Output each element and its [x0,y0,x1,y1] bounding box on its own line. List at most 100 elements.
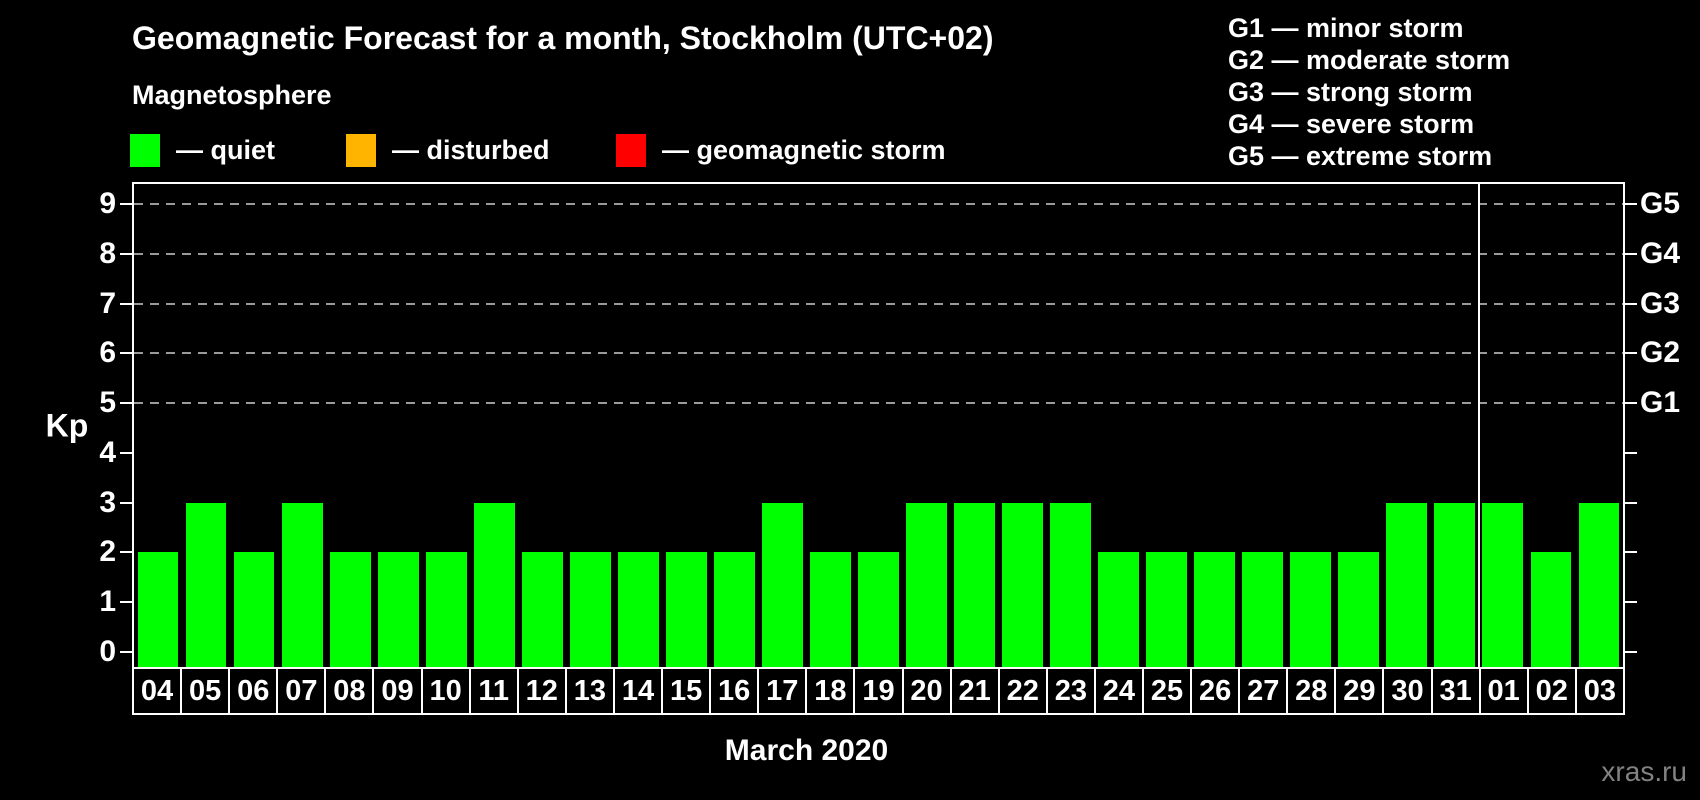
bar-day-13 [569,552,611,667]
bar-day-06 [233,552,275,667]
grid-line-kp8 [134,252,1623,255]
bar-day-12 [521,552,563,667]
g1-legend-line: G1 — minor storm [1228,13,1464,43]
bar-day-26 [1194,552,1236,667]
day-label-21: 21 [952,669,1000,713]
right-tick-kp4 [1625,451,1637,454]
left-tick-kp9 [120,202,132,205]
day-label-30: 30 [1384,669,1433,713]
bar-day-01 [1482,502,1524,667]
day-label-22: 22 [1000,669,1048,713]
g3-legend-line: G3 — strong storm [1228,77,1473,107]
day-label-31: 31 [1433,669,1481,713]
bar-day-07 [281,502,323,667]
bar-cell-day-04 [134,184,182,667]
bar-day-21 [954,502,995,667]
chart-title: Geomagnetic Forecast for a month, Stockh… [132,20,994,56]
bar-cell-day-14 [614,184,662,667]
day-label-28: 28 [1288,669,1337,713]
bar-cell-day-31 [1431,184,1479,667]
bar-day-29 [1338,552,1380,667]
y-tick-label-8: 8 [99,236,116,270]
day-label-20: 20 [904,669,952,713]
bar-day-27 [1242,552,1284,667]
day-label-18: 18 [807,669,856,713]
day-label-13: 13 [567,669,615,713]
bar-cell-day-23 [1047,184,1095,667]
day-label-14: 14 [615,669,664,713]
bar-cell-day-13 [566,184,614,667]
bar-cell-day-05 [182,184,230,667]
bar-day-05 [185,502,227,667]
y-tick-label-9: 9 [99,186,116,220]
day-label-02: 02 [1529,669,1577,713]
x-axis-title: March 2020 [724,734,889,767]
bar-cell-day-03 [1575,184,1623,667]
y-tick-label-7: 7 [99,286,116,320]
left-tick-kp7 [120,302,132,305]
g2-legend-line: G2 — moderate storm [1228,45,1511,75]
day-label-06: 06 [230,669,279,713]
y-tick-label-6: 6 [99,336,116,370]
y-tick-label-4: 4 [99,435,116,469]
grid-line-kp5 [134,402,1623,405]
day-label-24: 24 [1096,669,1144,713]
g4-legend-line: G4 — severe storm [1228,109,1475,139]
bar-cell-day-21 [951,184,999,667]
bar-day-16 [713,552,755,667]
day-label-09: 09 [374,669,423,713]
day-label-03: 03 [1583,674,1616,707]
day-label-16: 16 [711,669,760,713]
day-label-25: 25 [1144,669,1193,713]
legend-quiet-label: — quiet [176,134,275,165]
y-tick-label-1: 1 [99,585,116,619]
bar-cell-day-20 [903,184,951,667]
left-tick-kp1 [120,601,132,604]
left-tick-kp0 [120,651,132,654]
bar-day-20 [906,502,947,667]
day-label-05: 05 [182,669,231,713]
g-scale-legend: G1 — minor storm G2 — moderate storm G3 … [1228,12,1510,172]
bar-cell-day-11 [470,184,518,667]
bar-cell-day-10 [422,184,470,667]
g-level-label-g3: G3 [1640,286,1681,320]
day-label-07: 07 [278,669,327,713]
bar-day-24 [1098,552,1140,667]
bar-day-19 [858,552,899,667]
g-level-label-g2: G2 [1640,336,1681,370]
g-level-label-g1: G1 [1640,386,1681,420]
day-label-23: 23 [1048,669,1096,713]
left-tick-kp8 [120,252,132,255]
bar-day-08 [329,552,371,667]
bar-cell-day-28 [1287,184,1335,667]
plot-area: 0 1 2 3 4 5 6 7 8 9 G1 G2 G3 G4 G5 Kp [46,182,1680,668]
legend-item-quiet: — quiet [130,133,275,167]
bar-day-18 [810,552,851,667]
grid-line-kp7 [134,302,1623,305]
bar-cell-day-02 [1527,184,1575,667]
right-tick-kp1 [1625,601,1637,604]
bar-day-03 [1578,502,1620,667]
day-label-19: 19 [855,669,904,713]
magnetosphere-label: Magnetosphere [132,80,332,110]
storm-color-swatch [616,133,646,167]
bar-cell-day-30 [1383,184,1431,667]
bar-cell-day-29 [1335,184,1383,667]
day-label-29: 29 [1336,669,1385,713]
day-label-17: 17 [759,669,808,713]
bar-day-09 [377,552,419,667]
bar-day-14 [617,552,659,667]
right-tick-kp7 [1625,302,1637,305]
bar-cell-day-15 [662,184,710,667]
y-tick-label-5: 5 [99,386,116,420]
bar-cell-day-22 [999,184,1047,667]
bar-day-22 [1002,502,1043,667]
bar-day-28 [1290,552,1332,667]
bars-layer [134,184,1623,667]
bar-cell-day-27 [1239,184,1287,667]
g-level-label-g5: G5 [1640,186,1681,220]
bar-cell-day-06 [230,184,278,667]
bar-cell-day-12 [518,184,566,667]
legend-item-storm: — geomagnetic storm [616,133,946,167]
